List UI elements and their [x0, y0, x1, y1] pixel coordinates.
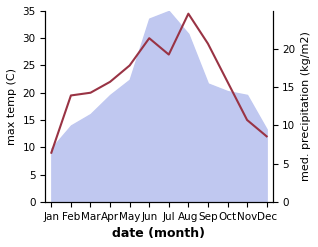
X-axis label: date (month): date (month) [113, 227, 205, 240]
Y-axis label: max temp (C): max temp (C) [7, 68, 17, 145]
Y-axis label: med. precipitation (kg/m2): med. precipitation (kg/m2) [301, 31, 311, 181]
